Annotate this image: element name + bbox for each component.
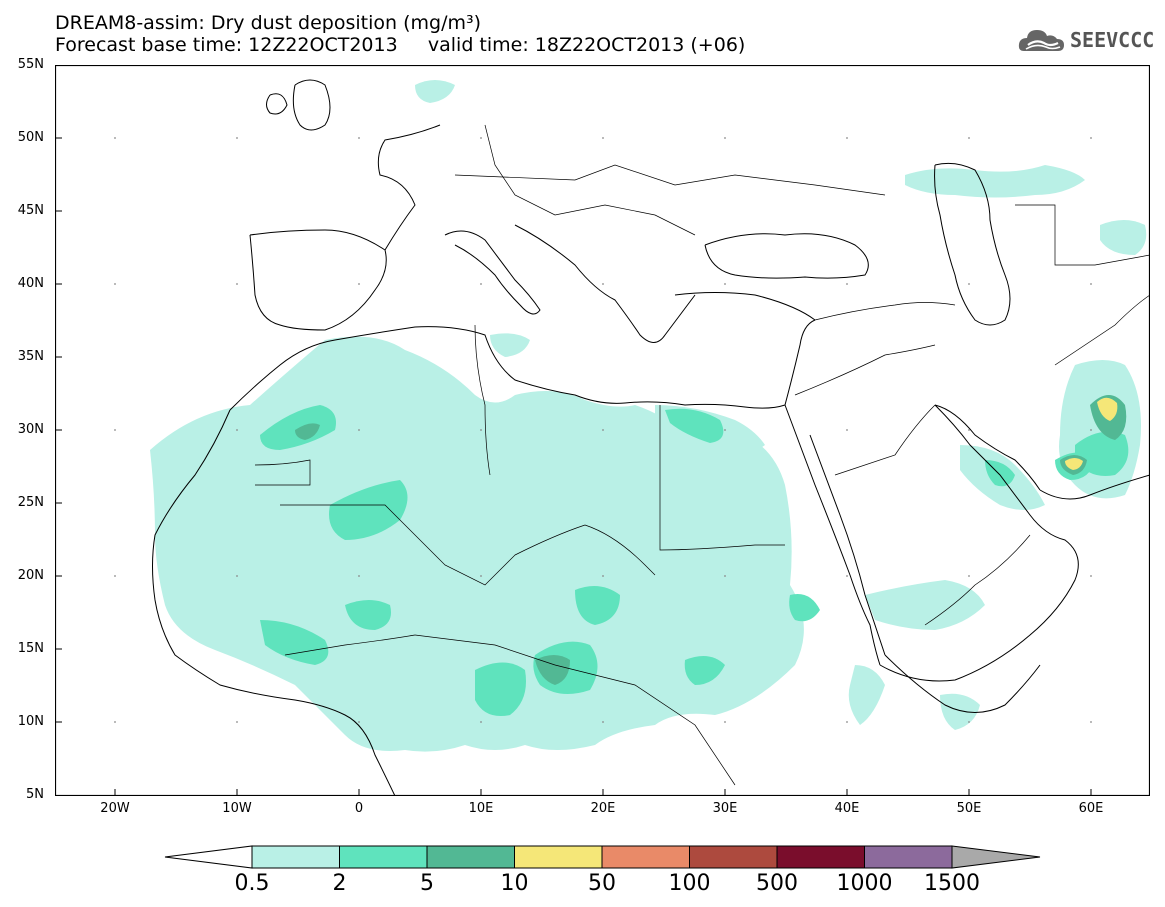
lat-label: 30N (17, 422, 44, 437)
lon-label: 20W (100, 801, 130, 816)
lon-label: 50E (956, 801, 982, 816)
colorbar-segment (776, 845, 865, 869)
colorbar-label: 500 (756, 871, 798, 896)
colorbar-label: 2 (332, 871, 347, 896)
lat-label: 45N (17, 203, 44, 218)
country-borders (254, 124, 1150, 786)
lat-label: 20N (17, 568, 44, 583)
lat-label: 50N (17, 130, 44, 145)
lat-label: 10N (17, 714, 44, 729)
map-panel (55, 65, 1150, 796)
lat-label: 25N (17, 495, 44, 510)
colorbar-label: 1500 (924, 871, 980, 896)
lon-label: 20E (590, 801, 616, 816)
lon-label: 60E (1078, 801, 1104, 816)
colorbar-segment (514, 845, 603, 869)
colorbar-label: 5 (420, 871, 434, 896)
colorbar-label: 100 (668, 871, 711, 896)
seevccc-logo: SEEVCCC (1018, 25, 1155, 57)
lat-label: 5N (26, 787, 44, 802)
colorbar-segment (601, 845, 690, 869)
colorbar-label: 10 (500, 871, 529, 896)
colorbar-segment (689, 845, 778, 869)
logo-text: SEEVCCC (1070, 28, 1155, 52)
base-time: Forecast base time: 12Z22OCT2013 (55, 34, 398, 56)
graticule-dots (114, 137, 1092, 723)
colorbar-segment (339, 845, 428, 869)
valid-time: valid time: 18Z22OCT2013 (+06) (427, 34, 746, 56)
axis-ticks (55, 137, 1092, 796)
colorbar-label: 0.5 (234, 871, 270, 896)
lat-label: 40N (17, 276, 44, 291)
coastlines (152, 79, 1150, 796)
lon-label: 30E (712, 801, 738, 816)
lat-label: 15N (17, 641, 44, 656)
lat-label: 35N (17, 349, 44, 364)
colorbar-label: 50 (588, 871, 616, 896)
colorbar-segment (251, 845, 340, 869)
colorbar-segment (426, 845, 515, 869)
lat-label: 55N (17, 57, 44, 72)
colorbar-segment (864, 845, 953, 869)
lon-label: 10W (222, 801, 252, 816)
colorbar (164, 845, 1041, 869)
lon-label: 10E (468, 801, 494, 816)
lon-label: 0 (354, 801, 364, 816)
colorbar-over-triangle (951, 845, 1041, 869)
colorbar-under-triangle (164, 845, 253, 869)
forecast-times: Forecast base time: 12Z22OCT2013 valid t… (55, 35, 745, 55)
map-title: DREAM8-assim: Dry dust deposition (mg/m³… (55, 12, 482, 34)
cloud-icon (1018, 30, 1064, 51)
colorbar-label: 1000 (836, 871, 893, 896)
dust-high-shading (1065, 397, 1118, 470)
lon-label: 40E (834, 801, 860, 816)
